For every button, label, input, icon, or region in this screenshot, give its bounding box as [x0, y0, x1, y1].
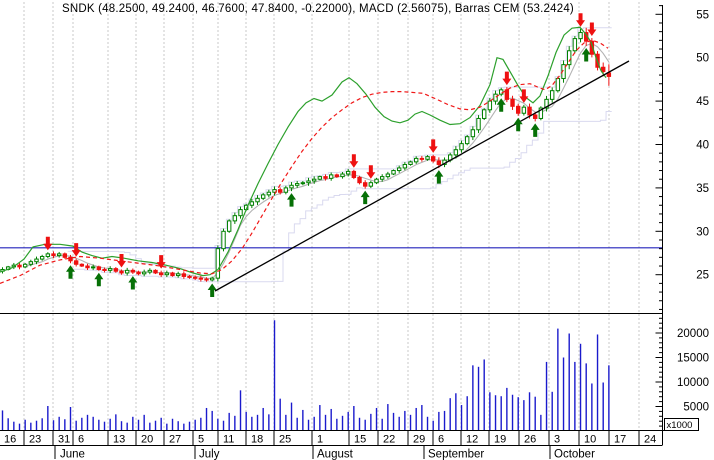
sell-arrow-icon	[156, 255, 166, 269]
buy-arrow-icon	[496, 98, 506, 112]
svg-text:15000: 15000	[677, 353, 709, 365]
svg-text:24: 24	[644, 434, 656, 446]
svg-text:15: 15	[354, 434, 366, 446]
svg-text:25: 25	[279, 434, 291, 446]
svg-text:18: 18	[251, 434, 263, 446]
svg-text:6: 6	[438, 434, 444, 446]
svg-text:40: 40	[696, 140, 709, 152]
sell-arrow-icon	[519, 89, 529, 103]
svg-text:August: August	[317, 449, 354, 460]
chart-title: SNDK (48.2500, 49.2400, 46.7600, 47.8400…	[62, 3, 574, 15]
sell-arrow-icon	[117, 253, 127, 268]
buy-arrow-icon	[530, 123, 540, 137]
gray-ma-line	[25, 42, 610, 280]
svg-text:5000: 5000	[683, 402, 709, 414]
svg-text:20000: 20000	[677, 328, 709, 340]
red-dashed-indicator-line	[0, 39, 609, 284]
sell-arrow-icon	[366, 165, 376, 179]
price-axis: 25 30 35 40 45 50 55	[655, 5, 709, 431]
sell-arrow-icon	[587, 22, 597, 37]
buy-arrow-icon	[581, 47, 591, 62]
svg-text:23: 23	[29, 434, 41, 446]
signal-arrows	[43, 13, 597, 297]
buy-arrow-icon	[94, 272, 104, 287]
sell-arrow-icon	[428, 139, 438, 153]
buy-arrow-icon	[360, 190, 370, 205]
trendline	[214, 60, 630, 292]
green-indicator-line	[0, 26, 607, 277]
svg-text:26: 26	[524, 434, 536, 446]
buy-arrow-icon	[207, 283, 217, 297]
volume-axis: 5000 10000 15000 20000 x1000	[655, 317, 709, 431]
sell-arrow-icon	[502, 71, 512, 86]
svg-text:10000: 10000	[677, 377, 709, 389]
svg-text:June: June	[60, 449, 85, 460]
candlesticks	[0, 27, 612, 282]
svg-text:31: 31	[58, 434, 70, 446]
svg-text:12: 12	[466, 434, 478, 446]
sell-arrow-icon	[43, 236, 53, 251]
svg-text:20: 20	[141, 434, 153, 446]
svg-text:35: 35	[696, 183, 709, 195]
svg-text:5: 5	[198, 434, 204, 446]
svg-text:19: 19	[494, 434, 506, 446]
svg-text:July: July	[199, 449, 220, 460]
buy-arrow-icon	[287, 193, 297, 207]
sell-arrow-icon	[576, 13, 586, 27]
channel-bands	[67, 27, 612, 283]
svg-text:1: 1	[317, 434, 323, 446]
date-axis: 16 23 31 6 13 20 27 5 11 18 25 1 15 22 29 6 12 19 26 3 10 17 2…	[0, 431, 663, 460]
buy-arrow-icon	[66, 265, 76, 279]
svg-text:3: 3	[554, 434, 560, 446]
svg-text:22: 22	[383, 434, 395, 446]
buy-arrow-icon	[513, 117, 523, 132]
pane-frame	[0, 313, 699, 431]
buy-arrow-icon	[128, 275, 138, 290]
svg-text:October: October	[554, 449, 595, 460]
sell-arrow-icon	[349, 154, 359, 168]
svg-text:x1000: x1000	[667, 420, 693, 431]
volume-bars	[1, 320, 610, 431]
svg-text:16: 16	[4, 434, 16, 446]
svg-text:10: 10	[584, 434, 596, 446]
svg-text:September: September	[428, 449, 484, 460]
sell-arrow-icon	[71, 243, 81, 257]
svg-text:50: 50	[696, 53, 709, 65]
svg-text:11: 11	[223, 434, 234, 446]
svg-text:45: 45	[696, 96, 709, 108]
svg-text:6: 6	[78, 434, 84, 446]
svg-text:55: 55	[696, 9, 709, 21]
svg-text:25: 25	[696, 270, 709, 282]
svg-text:13: 13	[113, 434, 125, 446]
svg-text:29: 29	[413, 434, 425, 446]
svg-text:27: 27	[169, 434, 181, 446]
svg-text:17: 17	[614, 434, 626, 446]
buy-arrow-icon	[434, 170, 444, 184]
svg-text:30: 30	[696, 226, 709, 238]
